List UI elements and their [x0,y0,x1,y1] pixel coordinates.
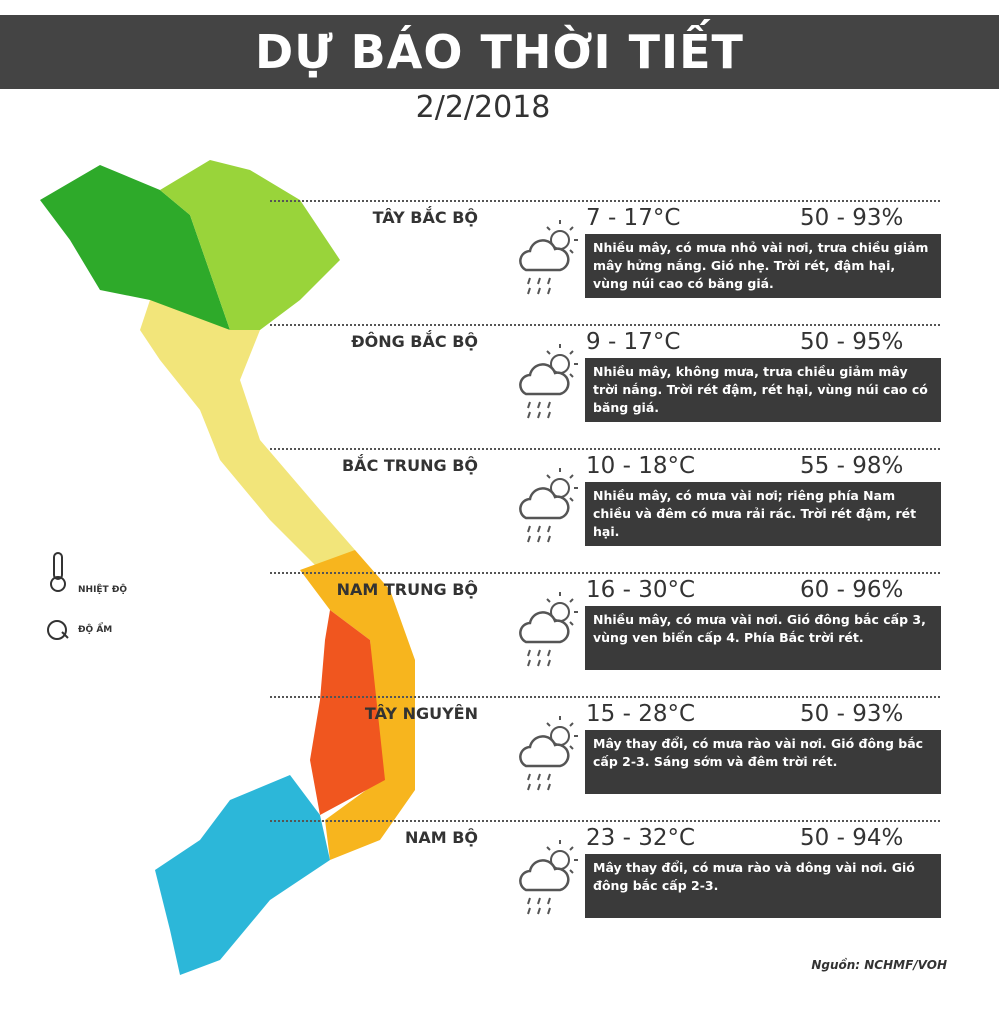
temperature: 16 - 30°C [586,577,696,603]
legend-humidity: ĐỘ ẨM [78,625,113,635]
legend-thermometer [50,552,66,592]
legend-temperature: NHIỆT ĐỘ [78,585,128,595]
description: Nhiều mây, có mưa vài nơi. Gió đông bắc … [585,606,941,670]
weather-icon [519,592,578,667]
source: Nguồn: NCHMF/VOH [811,958,947,972]
temperature: 9 - 17°C [586,329,681,355]
weather-icon [519,840,578,915]
title: DỰ BÁO THỜI TIẾT [255,25,744,79]
weather-icon [519,344,578,419]
separator [270,820,940,822]
description: Mây thay đổi, có mưa rào vài nơi. Gió đô… [585,730,941,794]
separator [270,448,940,450]
separator [270,696,940,698]
region-name: ĐÔNG BẮC BỘ [351,332,478,351]
region-nam-trung-bo [300,550,415,860]
description: Nhiều mây, không mưa, trưa chiều giảm mâ… [585,358,941,422]
humidity: 50 - 95% [800,329,904,355]
region-tay-bac [40,165,230,330]
region-bac-trung-bo [140,300,355,570]
region-name: NAM BỘ [404,828,478,847]
description: Mây thay đổi, có mưa rào và dông vài nơi… [585,854,941,918]
separator [270,324,940,326]
region-nam-bo [155,775,330,975]
separator [270,200,940,202]
date: 2/2/2018 [415,90,551,125]
temperature: 10 - 18°C [586,453,696,479]
weather-icon [519,468,578,543]
region-name: BẮC TRUNG BỘ [341,456,478,475]
title-bar [0,15,999,89]
description: Nhiều mây, có mưa nhỏ vài nơi, trưa chiề… [585,234,941,298]
region-dong-bac [160,160,340,330]
weather-icon [519,220,578,295]
humidity: 50 - 93% [800,205,904,231]
humidity: 55 - 98% [800,453,904,479]
humidity: 50 - 94% [800,825,904,851]
region-name: NAM TRUNG BỘ [336,580,478,599]
description: Nhiều mây, có mưa vài nơi; riêng phía Na… [585,482,941,546]
legend-humidity-icon [47,620,69,640]
temperature: 7 - 17°C [586,205,681,231]
temperature: 23 - 32°C [586,825,696,851]
humidity: 50 - 93% [800,701,904,727]
humidity: 60 - 96% [800,577,904,603]
weather-icon [519,716,578,791]
temperature: 15 - 28°C [586,701,696,727]
region-name: TÂY NGUYÊN [364,704,478,723]
separator [270,572,940,574]
region-tay-nguyen [310,610,385,815]
region-name: TÂY BẮC BỘ [372,208,478,227]
